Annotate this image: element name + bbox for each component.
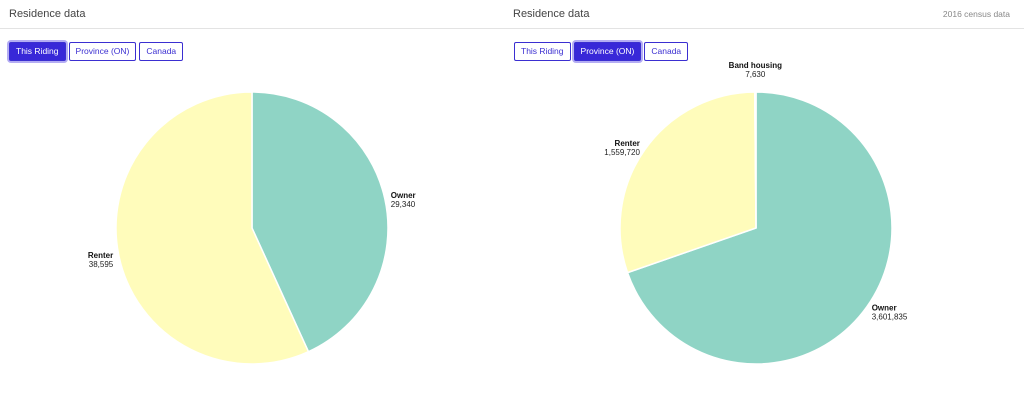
residence-panel-province: Residence data 2016 census data This Rid… <box>504 0 1024 409</box>
slice-label-value: 1,559,720 <box>604 148 640 157</box>
slice-label-value: 3,601,835 <box>872 312 908 321</box>
pie-slice-renter <box>115 91 310 365</box>
panel-header: Residence data 2016 census data <box>504 0 1024 29</box>
slice-label-name: Renter <box>88 251 113 260</box>
region-tabs: This Riding Province (ON) Canada <box>9 42 184 61</box>
slice-label-name: Owner <box>872 303 897 312</box>
slice-label-name: Band housing <box>729 61 782 70</box>
residence-panel-riding: Residence data This Riding Province (ON)… <box>0 0 504 409</box>
pie-slice-renter <box>619 91 757 274</box>
pie-slice-band-housing <box>753 91 757 229</box>
census-note: 2016 census data <box>942 9 1010 19</box>
tab-this-riding[interactable]: This Riding <box>514 42 571 61</box>
tab-province-on[interactable]: Province (ON) <box>68 42 137 61</box>
panel-title: Residence data <box>9 8 86 20</box>
slice-label-name: Owner <box>391 191 416 200</box>
tab-canada[interactable]: Canada <box>644 42 689 61</box>
pie-slice-owner <box>251 91 389 353</box>
tab-canada[interactable]: Canada <box>139 42 184 61</box>
slice-label-name: Renter <box>615 139 640 148</box>
slice-label-value: 7,630 <box>745 70 766 79</box>
panel-title: Residence data <box>513 8 590 20</box>
region-tabs: This Riding Province (ON) Canada <box>514 42 689 61</box>
tab-province-on[interactable]: Province (ON) <box>573 42 642 61</box>
slice-label-value: 38,595 <box>89 260 114 269</box>
tab-this-riding[interactable]: This Riding <box>9 42 66 61</box>
panel-header: Residence data <box>0 0 504 29</box>
pie-slice-owner <box>626 91 893 365</box>
slice-label-value: 29,340 <box>391 200 416 209</box>
